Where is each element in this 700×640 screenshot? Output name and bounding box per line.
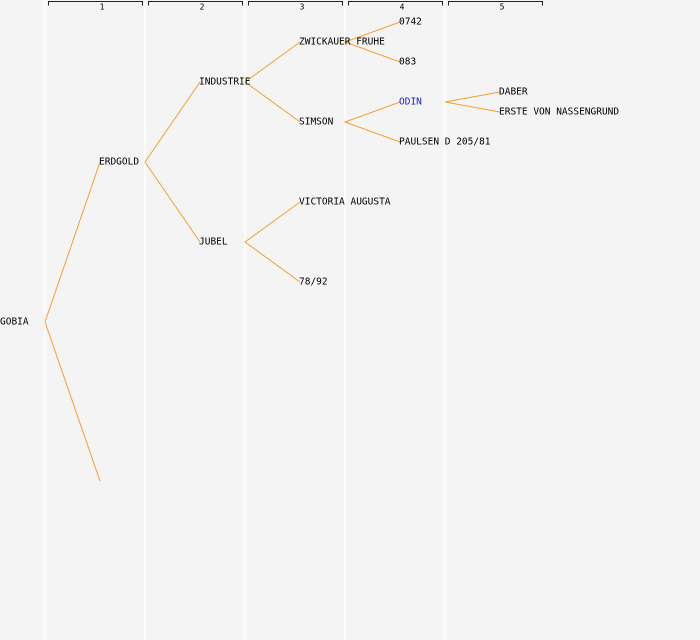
node-label: PAULSEN D 205/81 (399, 137, 491, 148)
header-bracket (348, 1, 443, 6)
edge (343, 21, 401, 63)
node-label: SIMSON (299, 117, 334, 128)
node-label: DABER (499, 87, 528, 98)
nodes: GOBIA ERDGOLD INDUSTRIE JUBEL ZWICKAUER … (0, 17, 619, 328)
column-headers: 1 2 3 4 5 (48, 1, 543, 12)
column-dividers (44, 0, 446, 640)
edge (343, 101, 401, 143)
edge (244, 201, 301, 283)
edge (244, 41, 301, 123)
column-header: 5 (500, 3, 505, 12)
node-label: ERDGOLD (99, 157, 139, 168)
column-header: 4 (400, 3, 405, 12)
edges (44, 21, 501, 482)
node-link[interactable]: ODIN (399, 97, 422, 108)
header-bracket (448, 1, 543, 6)
node-label: INDUSTRIE (199, 77, 251, 88)
edge (44, 161, 101, 482)
column-header: 3 (300, 3, 305, 12)
header-bracket (148, 1, 243, 6)
node-label: ERSTE VON NASSENGRUND (499, 107, 619, 118)
column-header: 1 (100, 3, 105, 12)
node-label: 0742 (399, 17, 422, 28)
header-bracket (48, 1, 143, 6)
node-label: VICTORIA AUGUSTA (299, 197, 391, 208)
node-label: GOBIA (0, 317, 29, 328)
header-bracket (248, 1, 343, 6)
node-label: 78/92 (299, 277, 328, 288)
edge (144, 81, 201, 243)
column-header: 2 (200, 3, 205, 12)
edge (444, 91, 501, 113)
node-label: JUBEL (199, 237, 228, 248)
node-label: ZWICKAUER FRUHE (299, 37, 385, 48)
node-label: 083 (399, 57, 416, 68)
